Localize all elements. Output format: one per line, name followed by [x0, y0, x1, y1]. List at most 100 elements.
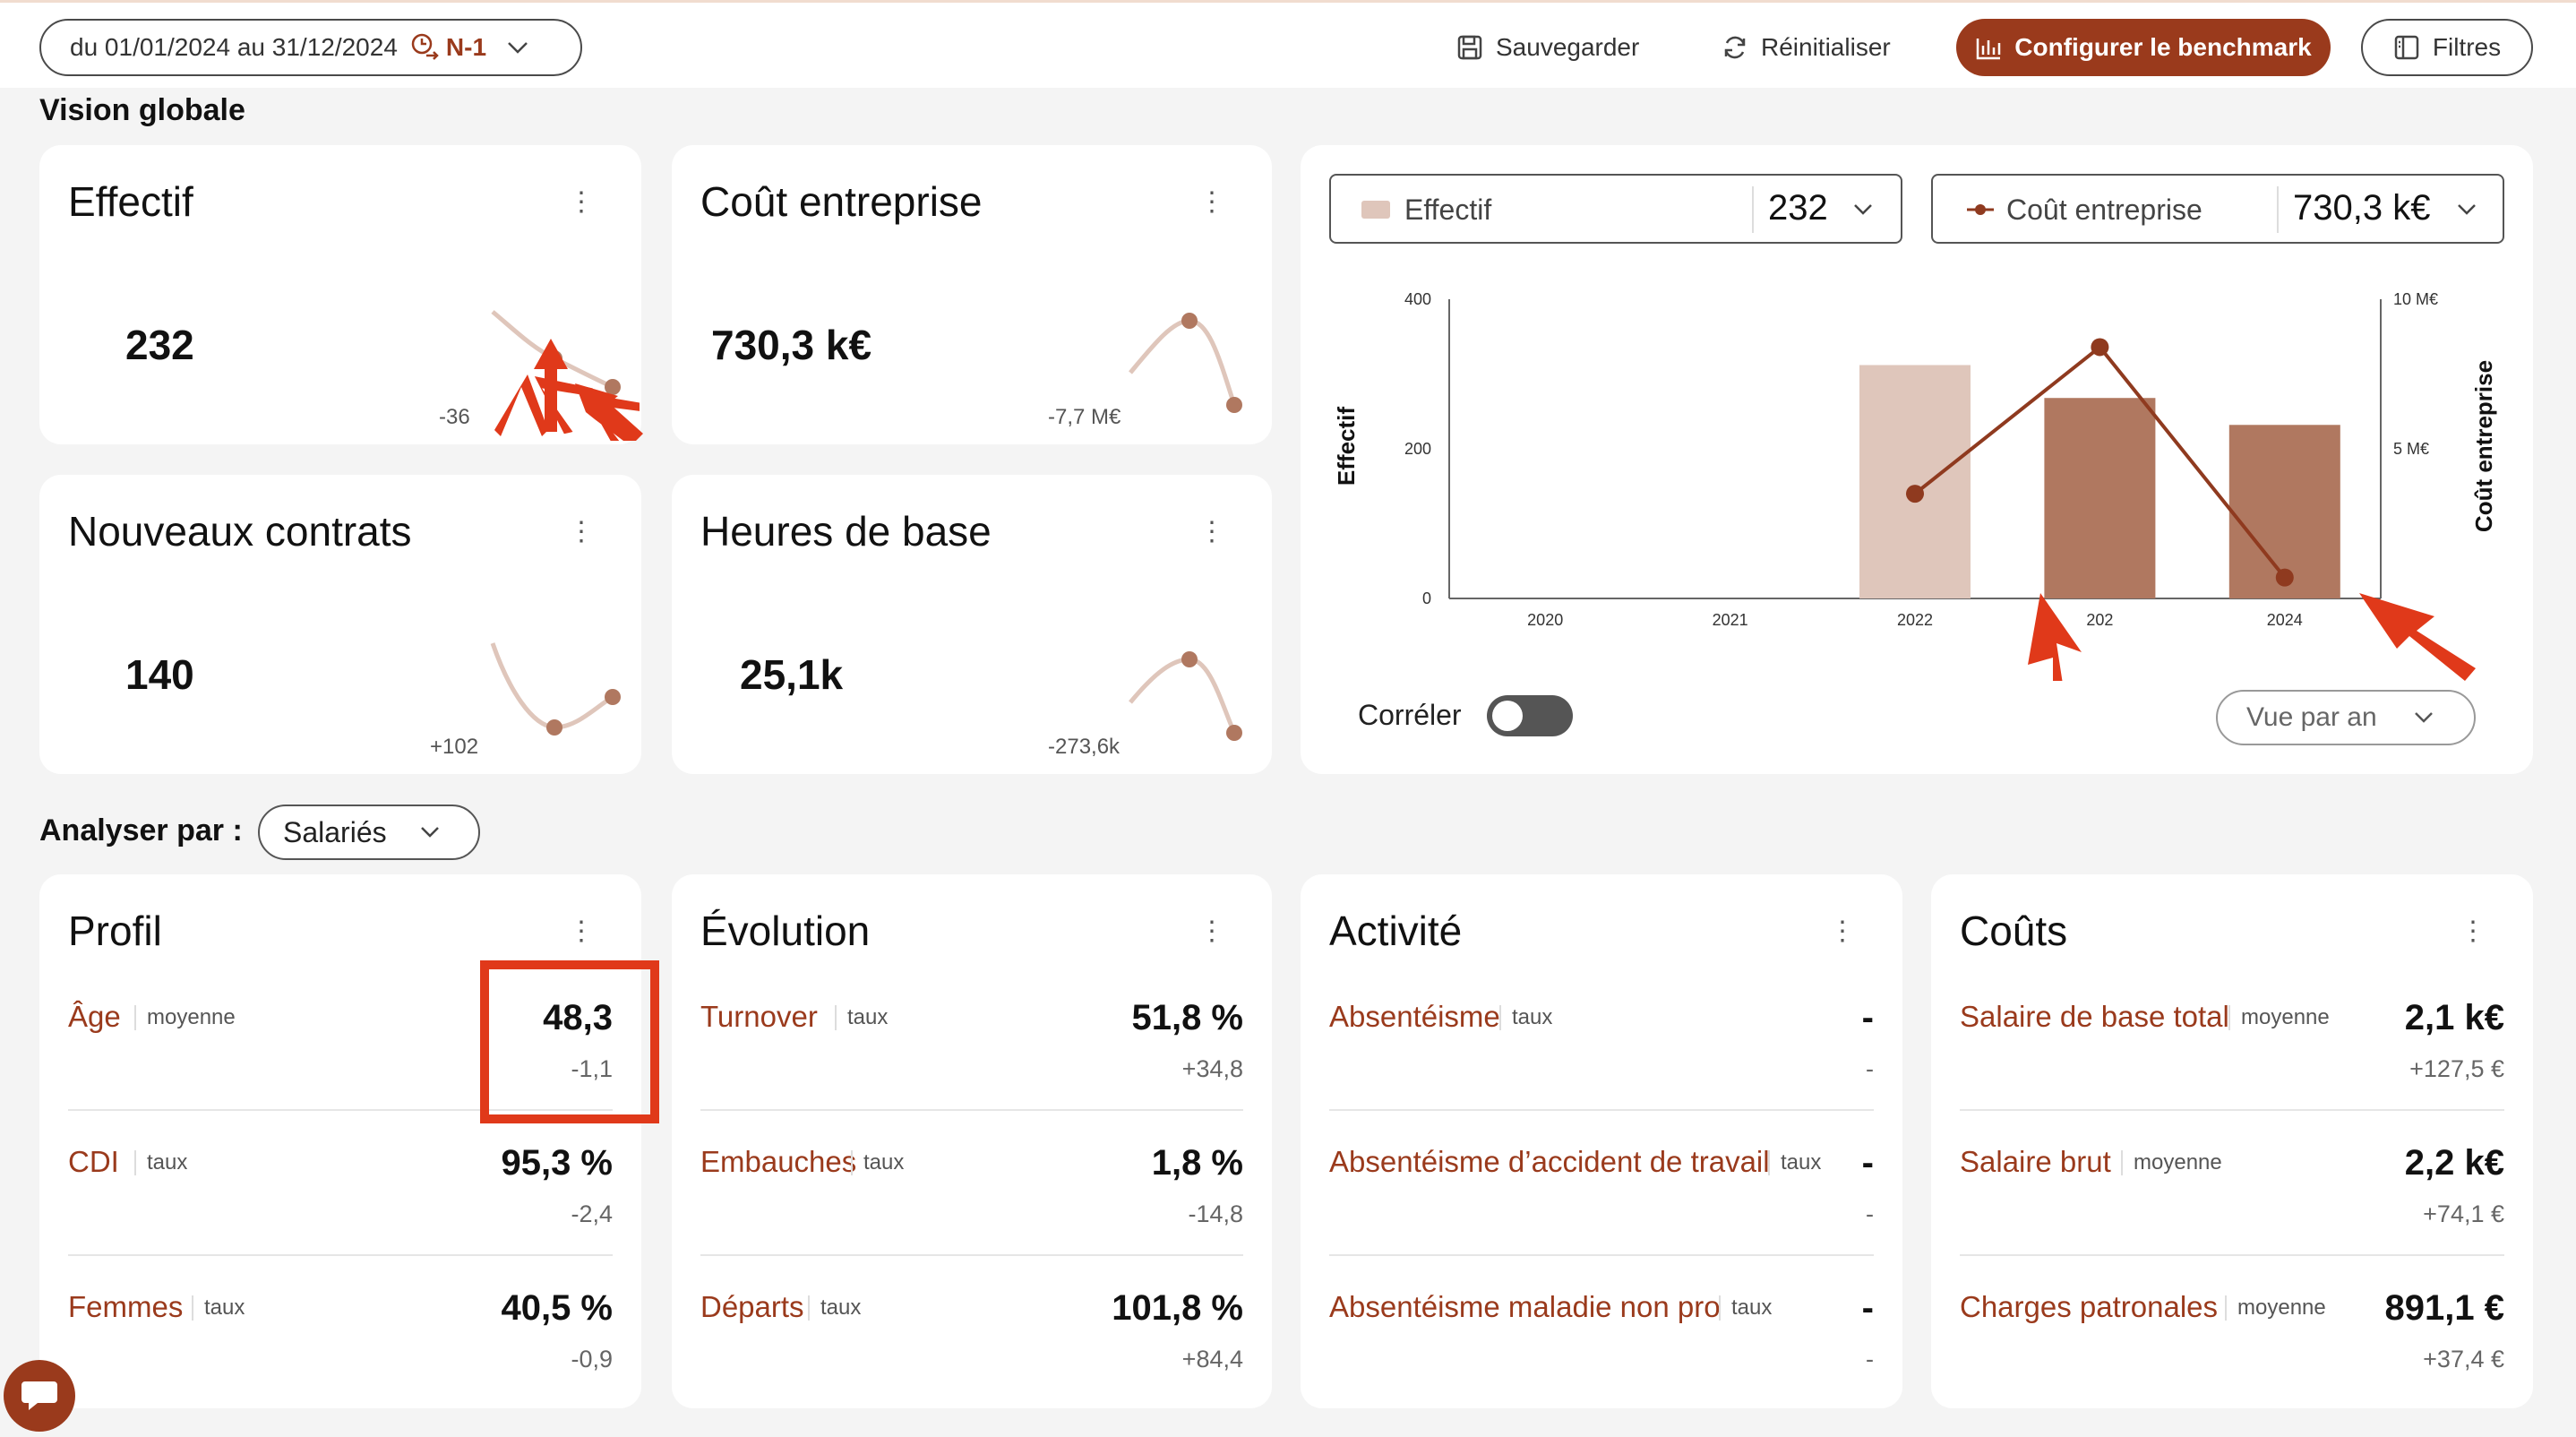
annotation-arrow-icon: [2359, 593, 2476, 681]
kpi-row[interactable]: Absentéisme maladie non pro taux - -: [1329, 1288, 1874, 1389]
right-series-select[interactable]: Coût entreprise 730,3 k€: [1931, 174, 2504, 244]
date-range-picker[interactable]: du 01/01/2024 au 31/12/2024 N-1: [39, 19, 582, 76]
kpi-name[interactable]: Femmes: [68, 1290, 184, 1323]
kpi-row[interactable]: Charges patronales moyenne 891,1 € +37,4 €: [1960, 1288, 2504, 1389]
kpi-unit: moyenne: [2121, 1150, 2222, 1175]
more-options-icon[interactable]: ⋮: [568, 517, 595, 546]
chevron-down-icon: [1854, 204, 1872, 215]
floppy-disk-icon: [1457, 35, 1482, 60]
chat-bubble-icon: [21, 1381, 57, 1410]
bar-2023: [2044, 398, 2156, 598]
row-divider: [1960, 1109, 2504, 1111]
sparkline-chart: [1129, 651, 1242, 741]
line-legend-swatch: [1967, 204, 1994, 215]
cost-point: [2091, 338, 2109, 357]
analyse-by-select[interactable]: Salariés: [258, 805, 480, 860]
kpi-row[interactable]: Salaire brut moyenne 2,2 k€ +74,1 €: [1960, 1143, 2504, 1243]
more-options-icon[interactable]: ⋮: [1198, 916, 1225, 946]
kpi-delta: -: [1866, 1055, 1874, 1082]
correlate-toggle[interactable]: [1487, 695, 1573, 736]
more-options-icon[interactable]: ⋮: [2460, 916, 2486, 946]
kpi-name[interactable]: Absentéisme d’accident de travail: [1329, 1145, 1770, 1178]
chat-launcher-button[interactable]: [4, 1360, 75, 1432]
kpi-unit: moyenne: [2225, 1295, 2326, 1321]
left-series-label: Effectif: [1404, 194, 1492, 226]
kpi-value: 101,8 %: [1112, 1288, 1243, 1328]
kpi-row[interactable]: Embauches taux 1,8 % -14,8: [700, 1143, 1243, 1243]
kpi-name[interactable]: Charges patronales: [1960, 1290, 2219, 1323]
more-options-icon[interactable]: ⋮: [1198, 187, 1225, 217]
panel-title: Profil: [68, 908, 162, 954]
kpi-name[interactable]: CDI: [68, 1145, 119, 1178]
row-divider: [68, 1254, 613, 1256]
more-options-icon[interactable]: ⋮: [1829, 916, 1856, 946]
kpi-delta: -14,8: [1188, 1200, 1243, 1227]
kpi-name[interactable]: Absentéisme maladie non pro: [1329, 1290, 1721, 1323]
row-divider: [68, 1109, 613, 1111]
reset-button[interactable]: Réinitialiser: [1722, 19, 1891, 76]
cost-point: [1906, 485, 1924, 503]
kpi-row[interactable]: Âge moyenne 48,3 -1,1: [68, 998, 613, 1098]
kpi-value: 48,3: [543, 998, 613, 1037]
kpi-row[interactable]: Femmes taux 40,5 % -0,9: [68, 1288, 613, 1389]
kpi-card-title: Heures de base: [700, 508, 992, 555]
kpi-card-title: Coût entreprise: [700, 178, 983, 225]
chevron-down-icon: [2414, 712, 2433, 723]
bar-legend-swatch: [1361, 201, 1390, 219]
kpi-name[interactable]: Salaire de base total: [1960, 1000, 2229, 1033]
more-options-icon[interactable]: ⋮: [568, 187, 595, 217]
configure-benchmark-button[interactable]: Configurer le benchmark: [1956, 19, 2331, 76]
kpi-delta: +74,1 €: [2423, 1200, 2504, 1227]
kpi-unit: taux: [1719, 1295, 1772, 1321]
kpi-card-nouveaux-contrats[interactable]: Nouveaux contrats ⋮ 140 +102: [39, 475, 641, 774]
annotation-arrow-icon: [584, 392, 640, 441]
more-options-icon[interactable]: ⋮: [568, 916, 595, 946]
kpi-name[interactable]: Absentéisme: [1329, 1000, 1500, 1033]
sparkline-line: [491, 310, 643, 441]
y-tick-label: 400: [1404, 290, 1431, 308]
kpi-row[interactable]: Turnover taux 51,8 % +34,8: [700, 998, 1243, 1098]
left-series-value: 232: [1768, 188, 1828, 228]
kpi-name[interactable]: Départs: [700, 1290, 804, 1323]
kpi-card-cout-entreprise[interactable]: Coût entreprise ⋮ 730,3 k€ -7,7 M€: [672, 145, 1272, 444]
sparkline-chart: [490, 642, 621, 736]
x-tick-label: 2020: [1527, 611, 1563, 629]
annotation-arrow-icon: [575, 383, 643, 441]
y2-tick-label: 10 M€: [2393, 290, 2438, 308]
row-divider: [1329, 1254, 1874, 1256]
kpi-name[interactable]: Turnover: [700, 1000, 818, 1033]
kpi-delta: -0,9: [571, 1346, 613, 1372]
kpi-card-heures-de-base[interactable]: Heures de base ⋮ 25,1k -273,6k: [672, 475, 1272, 774]
filters-button[interactable]: Filtres: [2361, 19, 2533, 76]
kpi-name[interactable]: Âge: [68, 1000, 121, 1033]
overview-section-title: Vision globale: [39, 93, 245, 127]
kpi-name[interactable]: Salaire brut: [1960, 1145, 2111, 1178]
row-divider: [1960, 1254, 2504, 1256]
kpi-name[interactable]: Embauches: [700, 1145, 857, 1178]
view-period-select[interactable]: Vue par an: [2216, 690, 2476, 745]
kpi-delta: -: [1866, 1200, 1874, 1227]
save-button[interactable]: Sauvegarder: [1456, 19, 1639, 76]
top-toolbar: du 01/01/2024 au 31/12/2024 N-1 Sauvegar…: [0, 0, 2576, 88]
more-options-icon[interactable]: ⋮: [1198, 517, 1225, 546]
y2-tick-label: 5 M€: [2393, 440, 2429, 458]
y-tick-label: 200: [1404, 440, 1431, 458]
annotation-highlight-box: [480, 960, 659, 1123]
select-separator: [1752, 186, 1754, 233]
kpi-card-value: 25,1k: [740, 651, 844, 698]
kpi-row[interactable]: CDI taux 95,3 % -2,4: [68, 1143, 613, 1243]
annotation-arrow-icon: [494, 374, 548, 436]
left-series-select[interactable]: Effectif 232: [1329, 174, 1902, 244]
kpi-row[interactable]: Absentéisme taux - -: [1329, 998, 1874, 1098]
kpi-card-delta: -7,7 M€: [1048, 405, 1121, 429]
kpi-unit: taux: [835, 1005, 888, 1030]
kpi-card-delta: -36: [439, 405, 470, 429]
right-series-value: 730,3 k€: [2293, 188, 2431, 228]
kpi-card-effectif[interactable]: Effectif ⋮ 232 -36: [39, 145, 643, 444]
kpi-row[interactable]: Absentéisme d’accident de travail taux - -: [1329, 1143, 1874, 1243]
x-tick-label: 2021: [1713, 611, 1748, 629]
kpi-row[interactable]: Salaire de base total moyenne 2,1 k€ +127,5…: [1960, 998, 2504, 1098]
kpi-value: 2,1 k€: [2404, 998, 2504, 1037]
kpi-delta: -: [1866, 1346, 1874, 1372]
kpi-row[interactable]: Départs taux 101,8 % +84,4: [700, 1288, 1243, 1389]
